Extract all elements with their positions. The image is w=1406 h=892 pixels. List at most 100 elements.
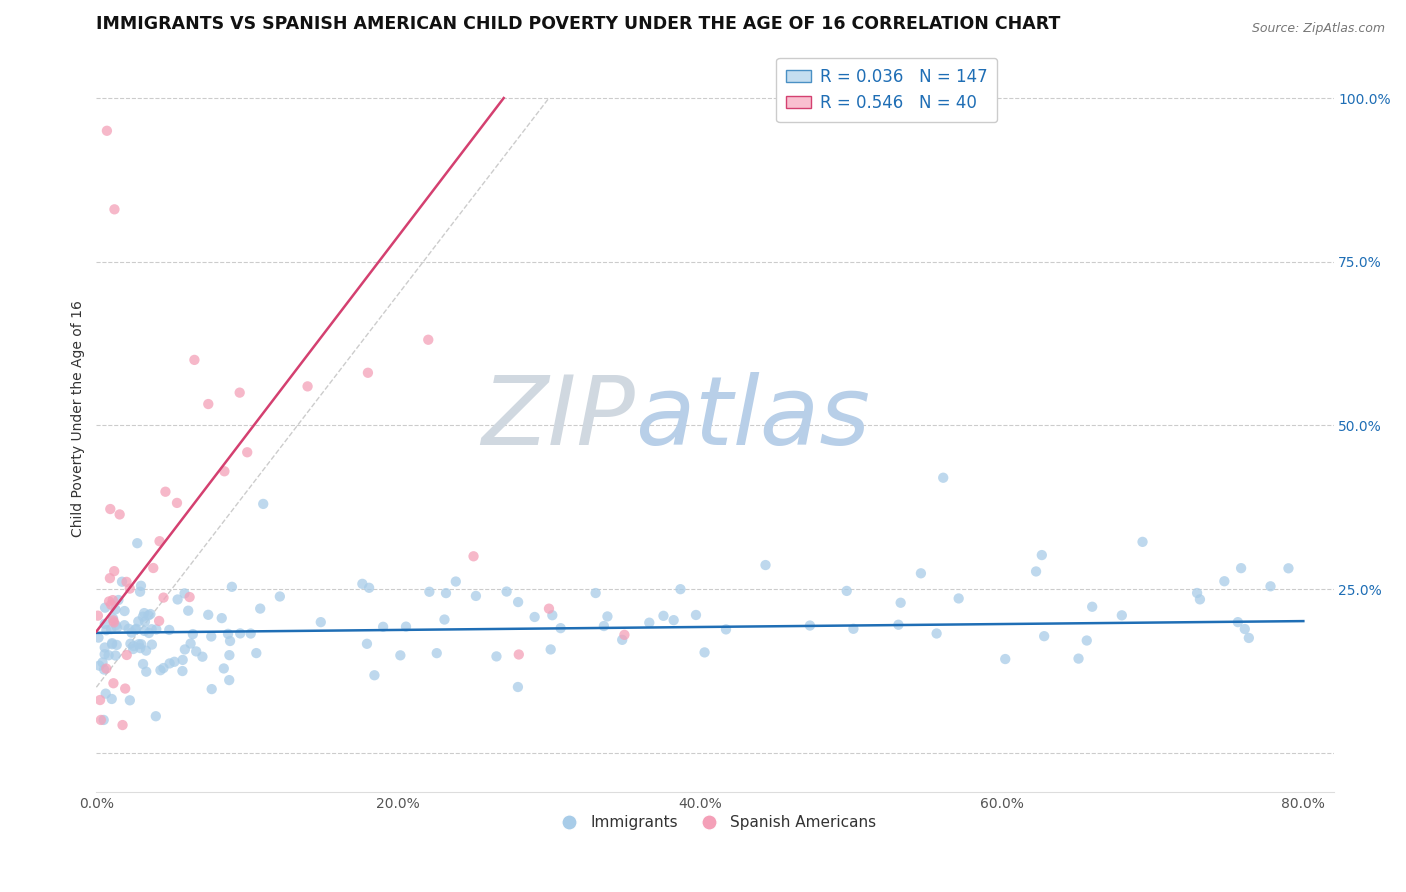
Point — [1213, 574, 1236, 589]
Point — [1226, 615, 1249, 629]
Point — [177, 604, 200, 618]
Point — [418, 584, 440, 599]
Point — [842, 622, 865, 636]
Point — [96, 624, 118, 638]
Point — [103, 202, 125, 217]
Point — [103, 615, 125, 630]
Point — [121, 625, 143, 640]
Point — [887, 617, 910, 632]
Point — [685, 607, 707, 622]
Point — [835, 583, 858, 598]
Point — [166, 592, 188, 607]
Point — [197, 397, 219, 411]
Point — [98, 502, 121, 516]
Point — [173, 642, 195, 657]
Point — [485, 649, 508, 664]
Point — [593, 619, 616, 633]
Point — [107, 593, 129, 607]
Point — [155, 484, 177, 499]
Point — [363, 668, 385, 682]
Point — [1067, 651, 1090, 665]
Point — [93, 640, 115, 655]
Point — [117, 622, 139, 636]
Point — [638, 615, 661, 630]
Point — [98, 571, 121, 585]
Point — [172, 664, 194, 678]
Point — [98, 594, 121, 608]
Point — [87, 631, 110, 645]
Point — [96, 124, 118, 138]
Point — [94, 687, 117, 701]
Point — [101, 637, 124, 651]
Point — [890, 596, 912, 610]
Point — [652, 608, 675, 623]
Point — [93, 663, 115, 677]
Point — [141, 622, 163, 636]
Point — [96, 662, 118, 676]
Point — [395, 620, 418, 634]
Point — [252, 497, 274, 511]
Point — [799, 618, 821, 632]
Point — [356, 637, 378, 651]
Point — [145, 709, 167, 723]
Point — [87, 608, 110, 623]
Point — [352, 577, 374, 591]
Point — [612, 632, 634, 647]
Point — [434, 586, 457, 600]
Point — [218, 673, 240, 687]
Point — [217, 627, 239, 641]
Point — [211, 611, 233, 625]
Point — [129, 641, 152, 656]
Point — [114, 618, 136, 632]
Point — [1185, 586, 1208, 600]
Point — [495, 584, 517, 599]
Point — [157, 623, 180, 637]
Point — [101, 593, 124, 607]
Point — [754, 558, 776, 572]
Point — [183, 352, 205, 367]
Point — [464, 589, 486, 603]
Point — [148, 614, 170, 628]
Point — [104, 648, 127, 663]
Point — [585, 586, 607, 600]
Point — [309, 615, 332, 629]
Point — [249, 601, 271, 615]
Text: ZIP: ZIP — [481, 372, 634, 466]
Point — [1081, 599, 1104, 614]
Point — [179, 590, 201, 604]
Point — [132, 657, 155, 671]
Point — [129, 584, 152, 599]
Point — [444, 574, 467, 589]
Point — [90, 713, 112, 727]
Point — [537, 601, 560, 615]
Point — [122, 642, 145, 657]
Point — [212, 661, 235, 675]
Point — [163, 655, 186, 669]
Point — [932, 471, 955, 485]
Point — [389, 648, 412, 663]
Point — [101, 611, 124, 625]
Point — [613, 628, 636, 642]
Point — [111, 574, 134, 589]
Point — [948, 591, 970, 606]
Point — [669, 582, 692, 597]
Point — [118, 693, 141, 707]
Point — [221, 580, 243, 594]
Point — [228, 385, 250, 400]
Point — [910, 566, 932, 581]
Point — [994, 652, 1017, 666]
Point — [1260, 579, 1282, 593]
Point — [418, 333, 440, 347]
Point — [693, 645, 716, 659]
Text: Source: ZipAtlas.com: Source: ZipAtlas.com — [1251, 22, 1385, 36]
Point — [218, 648, 240, 662]
Point — [236, 445, 259, 459]
Point — [596, 609, 619, 624]
Point — [159, 657, 181, 671]
Point — [105, 638, 128, 652]
Point — [925, 626, 948, 640]
Point — [129, 637, 152, 651]
Point — [1025, 565, 1047, 579]
Point — [94, 600, 117, 615]
Point — [122, 639, 145, 653]
